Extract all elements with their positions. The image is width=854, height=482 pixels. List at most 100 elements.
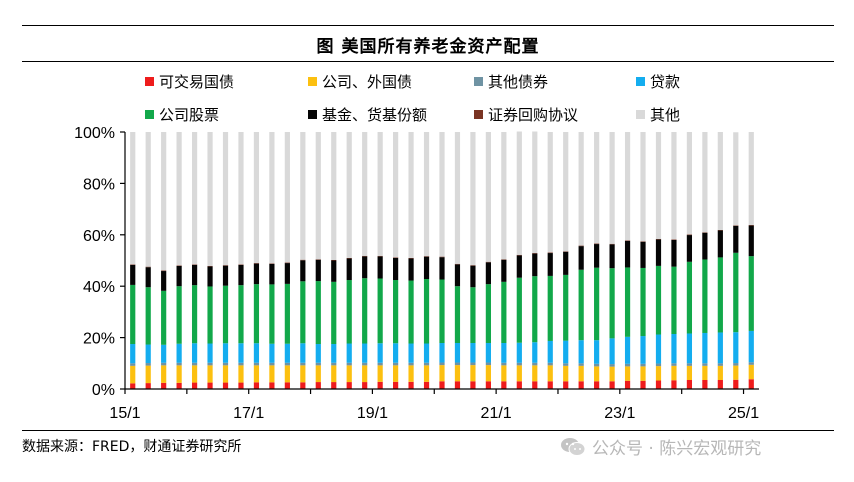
- bar-segment: [702, 132, 708, 233]
- bar-segment: [454, 263, 461, 265]
- bar-segment: [501, 343, 507, 363]
- bar-segment: [269, 284, 275, 344]
- bar-segment: [702, 365, 708, 380]
- bar-segment: [423, 256, 430, 279]
- bar-segment: [300, 365, 306, 383]
- bar-segment: [470, 343, 476, 363]
- top-rule: [22, 25, 834, 26]
- bar-segment: [547, 381, 553, 389]
- bar-segment: [578, 245, 584, 247]
- bar-segment: [594, 366, 600, 382]
- bar-segment: [331, 281, 337, 345]
- bar-segment: [516, 362, 522, 366]
- bar-segment: [748, 132, 754, 226]
- bar-segment: [362, 382, 368, 389]
- bar-segment: [130, 383, 136, 389]
- bar-segment: [300, 259, 306, 261]
- bar-segment: [315, 259, 321, 260]
- bar-segment: [594, 267, 600, 341]
- bar-segment: [532, 381, 538, 389]
- bar-segment: [532, 342, 538, 363]
- bar-segment: [439, 381, 445, 389]
- bar-segment: [315, 259, 321, 282]
- bar-segment: [748, 362, 754, 365]
- bar-segment: [423, 256, 430, 257]
- bar-segment: [594, 340, 600, 364]
- bar-segment: [362, 132, 368, 256]
- bar-segment: [377, 365, 383, 382]
- bar-segment: [362, 255, 368, 257]
- wechat-icon: [561, 437, 586, 456]
- bar-segment: [253, 132, 260, 264]
- bar-segment: [717, 380, 723, 389]
- chart-title: 图 美国所有养老金资产配置: [316, 36, 540, 57]
- bar-segment: [485, 365, 491, 382]
- bar-segment: [702, 232, 708, 233]
- legend-label: 其他: [650, 106, 681, 124]
- bar-segment: [563, 251, 569, 275]
- legend-label: 基金、货基份额: [322, 106, 428, 124]
- bar-segment: [563, 251, 569, 252]
- bar-segment: [423, 343, 430, 363]
- bar-segment: [516, 254, 522, 256]
- bar-segment: [315, 365, 321, 383]
- bar-segment: [207, 365, 213, 383]
- legend-swatch: [636, 77, 645, 86]
- bar-segment: [578, 363, 584, 366]
- bar-segment: [640, 241, 646, 242]
- bar-segment: [578, 246, 584, 270]
- bar-segment: [733, 365, 739, 380]
- bar-segment: [594, 132, 600, 244]
- bar-segment: [640, 336, 646, 364]
- bar-segment: [269, 263, 275, 264]
- bar-segment: [624, 240, 631, 241]
- bar-segment: [717, 363, 723, 366]
- bar-segment: [284, 382, 290, 389]
- bar-segment: [207, 266, 213, 287]
- bar-segment: [547, 340, 553, 363]
- bar-segment: [640, 132, 646, 242]
- bar-segment: [191, 132, 198, 265]
- bar-segment: [609, 244, 615, 269]
- bar-segment: [454, 286, 461, 343]
- bar-segment: [300, 260, 306, 282]
- bar-segment: [191, 343, 198, 363]
- bar-segment: [733, 132, 739, 226]
- bar-segment: [485, 362, 491, 366]
- legend-swatch: [145, 77, 154, 86]
- bar-segment: [717, 332, 723, 364]
- bar-segment: [454, 132, 461, 264]
- bar-segment: [501, 259, 507, 282]
- bar-segment: [362, 343, 368, 363]
- bar-segment: [284, 132, 290, 263]
- bar-segment: [331, 260, 337, 282]
- bar-segment: [594, 244, 600, 268]
- bar-segment: [454, 264, 461, 287]
- bar-segment: [145, 267, 151, 288]
- bar-segment: [393, 381, 399, 389]
- y-tick-label: 100%: [74, 125, 115, 142]
- bar-segment: [609, 364, 615, 367]
- bar-segment: [686, 365, 693, 380]
- bar-segment: [594, 243, 600, 245]
- bar-segment: [130, 264, 136, 285]
- bar-segment: [624, 132, 631, 241]
- bar-segment: [408, 132, 414, 258]
- bar-segment: [485, 284, 491, 343]
- bar-segment: [454, 381, 461, 389]
- bar-segment: [470, 362, 476, 366]
- legend-item: 证券回购协议: [474, 104, 578, 125]
- bar-segment: [671, 380, 677, 389]
- bar-segment: [130, 365, 136, 384]
- bar-segment: [439, 279, 445, 343]
- bar-segment: [485, 261, 491, 263]
- title-rule: [22, 61, 834, 62]
- bar-segment: [346, 280, 352, 344]
- legend-label: 公司、外国债: [322, 73, 413, 91]
- bar-segment: [145, 287, 151, 345]
- bar-segment: [439, 132, 445, 257]
- bar-segment: [516, 255, 522, 278]
- bar-segment: [284, 362, 290, 366]
- bar-segment: [284, 283, 290, 344]
- chart-legend: 可交易国债 公司、外国债 其他债券 贷款 公司股票 基金、货基份额 证券回购协议 其他: [0, 0, 854, 130]
